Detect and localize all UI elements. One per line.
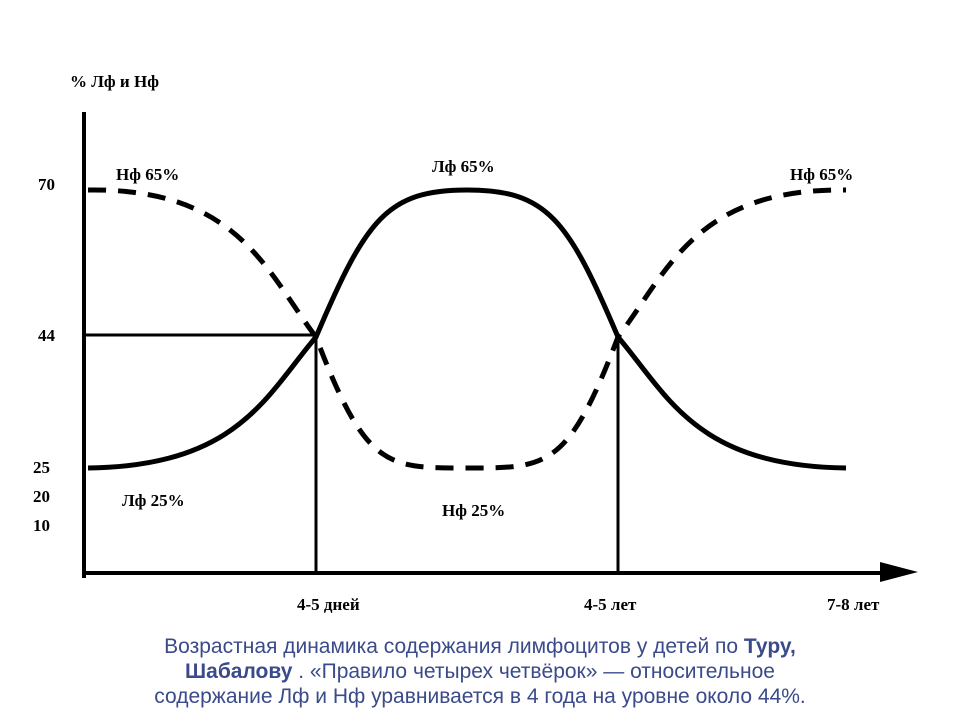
x-tick-4-5-years: 4-5 лет [584,595,637,614]
annotation-nf-start: Нф 65% [116,165,179,184]
x-tick-4-5-days: 4-5 дней [297,595,360,614]
series-line-nf [87,187,847,471]
annotation-lf-peak: Лф 65% [432,157,495,176]
y-axis-label: % Лф и Нф [70,72,159,91]
y-tick-10: 10 [33,516,50,535]
chart-caption: Возрастная динамика содержания лимфоцито… [40,634,920,709]
caption-text-1: Возрастная динамика содержания лимфоцито… [164,635,744,658]
annotation-lf-start: Лф 25% [122,491,185,510]
caption-text-2: . «Правило четырех четвёрок» — относител… [292,660,775,683]
y-tick-20: 20 [33,487,50,506]
y-tick-25: 25 [33,458,50,477]
series-line-lf [87,187,847,471]
lymphocyte-chart: % Лф и Нф 70 44 25 20 10 4-5 дней 4-5 ле… [33,72,918,614]
caption-text-3: содержание Лф и Нф уравнивается в 4 года… [154,685,806,708]
annotation-nf-trough: Нф 25% [442,501,505,520]
x-tick-7-8-years: 7-8 лет [827,595,880,614]
x-axis-arrow-icon [880,562,918,582]
y-tick-70: 70 [38,175,55,194]
annotation-nf-end: Нф 65% [790,165,853,184]
caption-author-turu: Туру, [743,635,796,658]
caption-author-shabalov: Шабалову [185,660,293,683]
y-tick-44: 44 [38,326,56,345]
